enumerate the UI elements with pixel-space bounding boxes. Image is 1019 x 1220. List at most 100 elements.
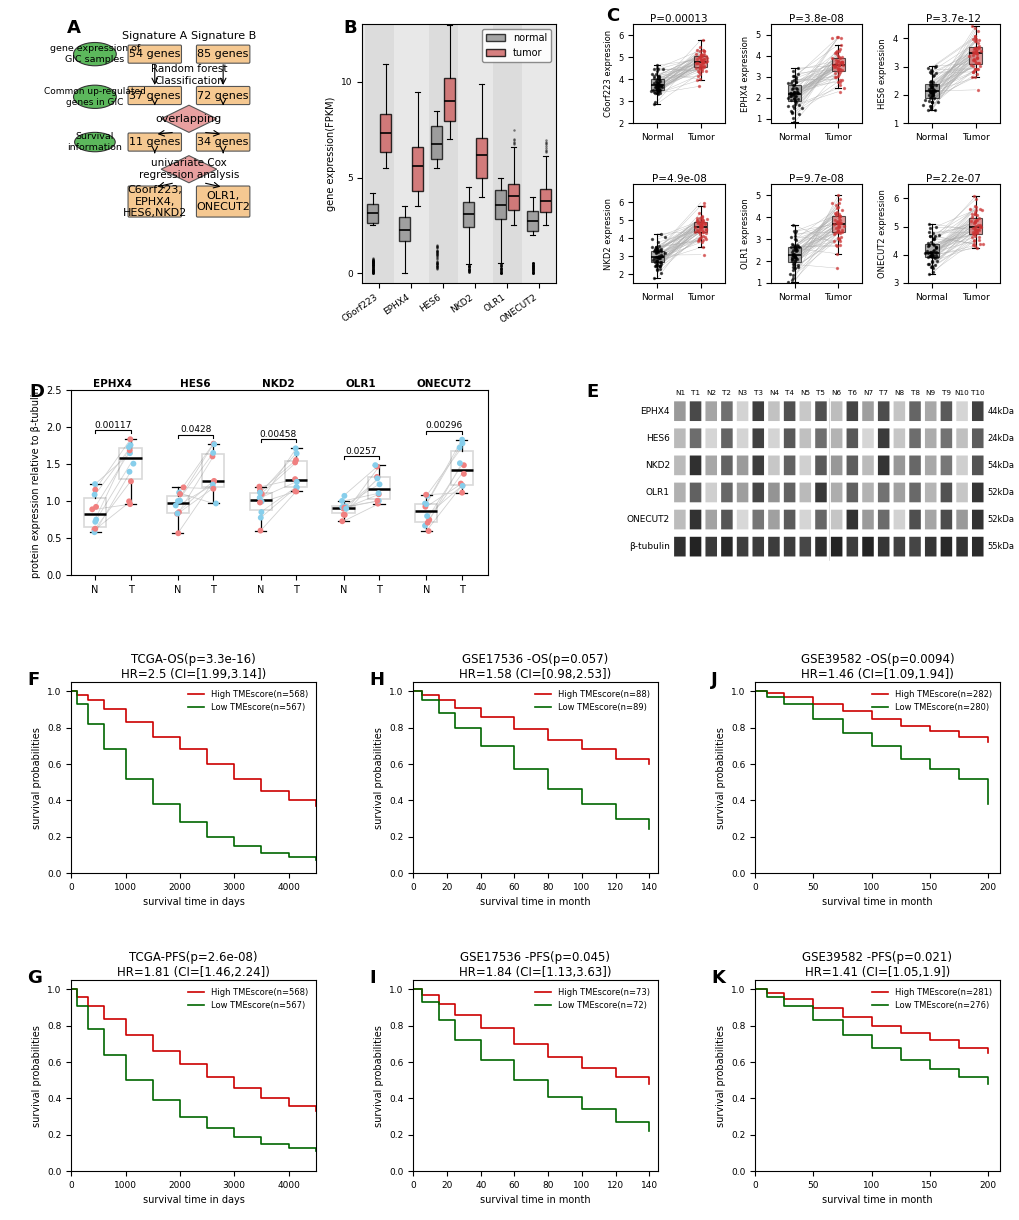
Point xyxy=(920,82,936,101)
Point xyxy=(692,215,708,234)
Point xyxy=(832,28,848,48)
Point xyxy=(964,235,980,255)
Point xyxy=(782,90,798,110)
Text: T7: T7 xyxy=(878,390,888,397)
Point xyxy=(695,196,711,216)
Point xyxy=(920,222,936,242)
Point xyxy=(969,54,985,73)
Point xyxy=(651,260,667,279)
Point xyxy=(649,73,665,93)
Point xyxy=(694,215,710,234)
Point xyxy=(87,520,103,539)
Text: ONECUT2: ONECUT2 xyxy=(627,515,669,525)
Point xyxy=(647,243,663,262)
FancyBboxPatch shape xyxy=(877,401,889,421)
Point xyxy=(649,84,665,104)
Point xyxy=(967,210,983,229)
Point xyxy=(785,84,801,104)
FancyBboxPatch shape xyxy=(128,133,181,151)
Point xyxy=(698,209,714,228)
Y-axis label: ONECUT2 expression: ONECUT2 expression xyxy=(877,189,887,278)
Point xyxy=(785,244,801,264)
Point xyxy=(286,482,303,501)
FancyBboxPatch shape xyxy=(736,537,748,556)
Text: Common up-regulated
genes in GIC: Common up-regulated genes in GIC xyxy=(44,87,146,106)
PathPatch shape xyxy=(367,204,378,223)
Title: P=9.7e-08: P=9.7e-08 xyxy=(788,173,843,183)
Point xyxy=(787,223,803,243)
Point xyxy=(654,59,671,78)
Point xyxy=(644,63,660,83)
Point xyxy=(691,41,707,61)
Point xyxy=(921,246,937,266)
Point xyxy=(922,92,938,111)
Point xyxy=(830,194,847,213)
Point xyxy=(121,440,138,460)
Point xyxy=(965,231,981,250)
Point xyxy=(646,239,662,259)
Point xyxy=(832,214,848,233)
Point xyxy=(966,196,982,216)
Point xyxy=(966,221,982,240)
Point xyxy=(927,238,944,257)
Point xyxy=(921,82,937,101)
Point xyxy=(691,209,707,228)
Point xyxy=(966,218,982,238)
Point xyxy=(650,66,666,85)
FancyBboxPatch shape xyxy=(736,428,748,448)
Point xyxy=(691,38,707,57)
Point xyxy=(923,248,940,267)
Point xyxy=(693,207,709,227)
Point xyxy=(826,195,843,215)
FancyBboxPatch shape xyxy=(956,455,967,476)
Point xyxy=(969,37,985,56)
Point xyxy=(287,439,304,459)
FancyBboxPatch shape xyxy=(956,483,967,503)
Point xyxy=(927,217,944,237)
Point xyxy=(781,83,797,102)
Point xyxy=(963,67,979,87)
FancyBboxPatch shape xyxy=(799,455,810,476)
Point xyxy=(788,238,804,257)
Text: N6: N6 xyxy=(830,390,841,397)
Point xyxy=(967,189,983,209)
Title: P=0.00013: P=0.00013 xyxy=(649,13,707,23)
Point xyxy=(925,228,942,248)
FancyBboxPatch shape xyxy=(689,483,701,503)
Point xyxy=(829,221,846,240)
Point xyxy=(926,255,943,274)
Point xyxy=(789,59,805,78)
Point xyxy=(648,242,664,261)
Point xyxy=(785,112,801,132)
Point xyxy=(694,238,710,257)
Text: Signature A: Signature A xyxy=(122,30,187,41)
Point xyxy=(922,257,938,277)
Ellipse shape xyxy=(73,85,116,109)
Point xyxy=(656,243,673,262)
Text: T3: T3 xyxy=(753,390,762,397)
Point xyxy=(652,239,668,259)
Point xyxy=(786,248,802,267)
Text: OLR1: OLR1 xyxy=(645,488,669,497)
Point xyxy=(785,255,801,274)
Point xyxy=(924,85,941,105)
Point xyxy=(122,494,139,514)
Point xyxy=(787,68,803,88)
Point xyxy=(822,194,839,213)
Point xyxy=(967,200,983,220)
Point xyxy=(830,229,847,249)
Point xyxy=(646,249,662,268)
Point xyxy=(419,512,435,532)
Point xyxy=(693,212,709,232)
FancyBboxPatch shape xyxy=(705,455,716,476)
Text: OLR1: OLR1 xyxy=(345,379,376,389)
Point xyxy=(649,249,665,268)
Point xyxy=(926,82,943,101)
Point xyxy=(650,249,666,268)
Point xyxy=(915,90,931,110)
Point xyxy=(650,72,666,91)
Point xyxy=(833,220,849,239)
Bar xyxy=(428,24,458,283)
Point xyxy=(336,505,353,525)
Point xyxy=(968,221,984,240)
